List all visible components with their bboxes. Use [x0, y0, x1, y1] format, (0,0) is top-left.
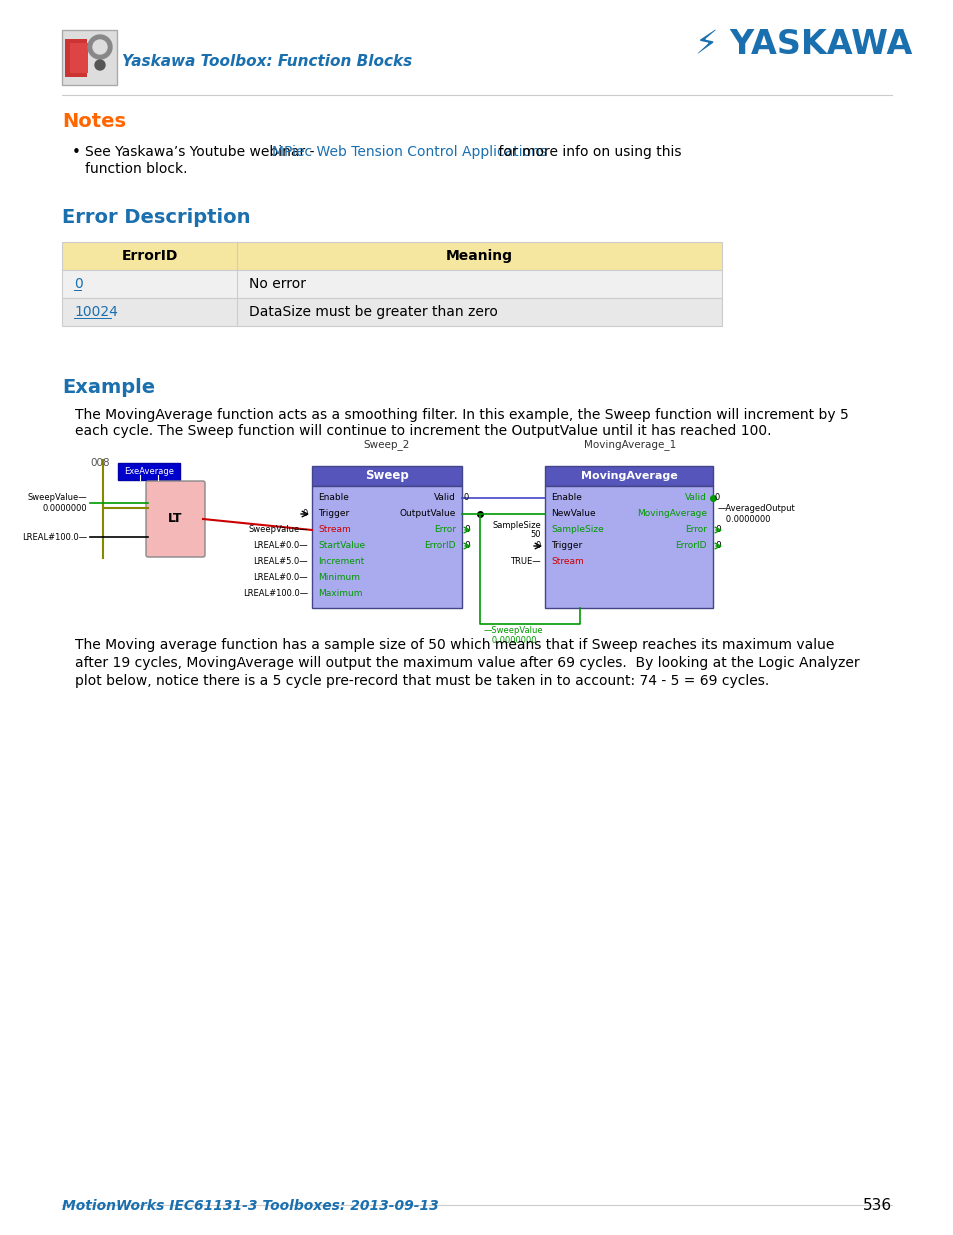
Text: for more info on using this: for more info on using this	[494, 144, 681, 159]
Text: Enable: Enable	[317, 494, 349, 503]
Text: 0.0000000: 0.0000000	[42, 504, 87, 514]
Text: Error: Error	[684, 526, 706, 535]
Text: 0: 0	[302, 510, 308, 519]
Text: Increment: Increment	[317, 557, 364, 567]
Bar	[118, 463, 180, 480]
Text: The MovingAverage function acts as a smoothing filter. In this example, the Swee: The MovingAverage function acts as a smo…	[75, 408, 848, 422]
Text: SampleSize: SampleSize	[551, 526, 603, 535]
Text: StartValue: StartValue	[317, 541, 365, 551]
Text: LREAL#100.0—: LREAL#100.0—	[22, 532, 87, 541]
Text: MotionWorks IEC61131-3 Toolboxes: 2013-09-13: MotionWorks IEC61131-3 Toolboxes: 2013-0…	[62, 1199, 438, 1213]
Text: Error: Error	[434, 526, 456, 535]
Text: Sweep: Sweep	[365, 469, 409, 483]
Circle shape	[95, 61, 105, 70]
Text: Trigger: Trigger	[317, 510, 349, 519]
Text: each cycle. The Sweep function will continue to increment the OutputValue until : each cycle. The Sweep function will cont…	[75, 424, 771, 438]
Text: LREAL#5.0—: LREAL#5.0—	[253, 557, 308, 567]
Circle shape	[92, 40, 107, 54]
Text: MovingAverage: MovingAverage	[580, 471, 677, 480]
Bar	[544, 466, 712, 487]
Text: Example: Example	[62, 378, 155, 396]
Text: Meaning: Meaning	[446, 249, 513, 263]
Text: Error Description: Error Description	[62, 207, 251, 227]
Circle shape	[88, 35, 112, 59]
Text: DataSize must be greater than zero: DataSize must be greater than zero	[249, 305, 497, 319]
Text: Notes: Notes	[62, 112, 126, 131]
Text: ⚡ YASKAWA: ⚡ YASKAWA	[695, 28, 911, 62]
Text: 0: 0	[463, 541, 469, 551]
Text: NewValue: NewValue	[551, 510, 595, 519]
Text: No error: No error	[249, 277, 306, 291]
Text: Enable: Enable	[551, 494, 581, 503]
Text: 008: 008	[90, 458, 110, 468]
Bar	[544, 487, 712, 608]
Bar	[70, 43, 88, 73]
FancyBboxPatch shape	[146, 480, 205, 557]
Text: 0: 0	[463, 526, 469, 535]
Text: 0: 0	[714, 494, 720, 503]
Bar	[312, 487, 461, 608]
Text: Minimum: Minimum	[317, 573, 359, 583]
Text: 0.0000000: 0.0000000	[483, 636, 536, 645]
Text: plot below, notice there is a 5 cycle pre-record that must be taken in to accoun: plot below, notice there is a 5 cycle pr…	[75, 674, 768, 688]
Text: after 19 cycles, MovingAverage will output the maximum value after 69 cycles.  B: after 19 cycles, MovingAverage will outp…	[75, 656, 859, 671]
Text: 0: 0	[74, 277, 83, 291]
Text: 0: 0	[463, 494, 469, 503]
Bar	[62, 242, 721, 270]
Text: Trigger: Trigger	[551, 541, 581, 551]
Text: Valid: Valid	[684, 494, 706, 503]
Text: LT: LT	[168, 513, 183, 526]
Text: Sweep_2: Sweep_2	[363, 440, 410, 450]
Text: 50: 50	[530, 530, 540, 538]
Text: MPiec Web Tension Control Applications: MPiec Web Tension Control Applications	[272, 144, 547, 159]
Text: 10024: 10024	[74, 305, 118, 319]
Text: function block.: function block.	[85, 162, 188, 177]
Text: Stream: Stream	[551, 557, 583, 567]
Text: ExeAverage: ExeAverage	[124, 467, 173, 475]
Text: 0: 0	[714, 541, 720, 551]
Bar	[65, 40, 87, 77]
Text: MovingAverage: MovingAverage	[637, 510, 706, 519]
Text: ErrorID: ErrorID	[121, 249, 177, 263]
Text: ErrorID: ErrorID	[675, 541, 706, 551]
Text: SweepValue—: SweepValue—	[248, 526, 308, 535]
Text: Stream: Stream	[317, 526, 351, 535]
Text: The Moving average function has a sample size of 50 which means that if Sweep re: The Moving average function has a sample…	[75, 638, 834, 652]
Text: —AveragedOutput
   0.0000000: —AveragedOutput 0.0000000	[718, 504, 795, 524]
Text: ErrorID: ErrorID	[424, 541, 456, 551]
Text: —SweepValue: —SweepValue	[483, 626, 543, 635]
Text: SweepValue—: SweepValue—	[28, 493, 87, 503]
Text: SampleSize: SampleSize	[492, 521, 540, 530]
Text: Yaskawa Toolbox: Function Blocks: Yaskawa Toolbox: Function Blocks	[122, 54, 412, 69]
Text: 0: 0	[714, 526, 720, 535]
Bar	[62, 30, 117, 85]
Text: 0: 0	[536, 541, 540, 551]
Text: OutputValue: OutputValue	[399, 510, 456, 519]
Text: 536: 536	[862, 1198, 891, 1213]
Bar	[312, 466, 461, 487]
Bar	[62, 270, 721, 298]
Text: LREAL#100.0—: LREAL#100.0—	[243, 589, 308, 599]
Bar	[62, 298, 721, 326]
Text: LREAL#0.0—: LREAL#0.0—	[253, 573, 308, 583]
Text: LREAL#0.0—: LREAL#0.0—	[253, 541, 308, 551]
Text: Maximum: Maximum	[317, 589, 362, 599]
Text: See Yaskawa’s Youtube webinar -: See Yaskawa’s Youtube webinar -	[85, 144, 318, 159]
Text: MovingAverage_1: MovingAverage_1	[583, 440, 676, 450]
Text: Valid: Valid	[434, 494, 456, 503]
Text: TRUE—: TRUE—	[510, 557, 540, 567]
Text: •: •	[71, 144, 81, 161]
